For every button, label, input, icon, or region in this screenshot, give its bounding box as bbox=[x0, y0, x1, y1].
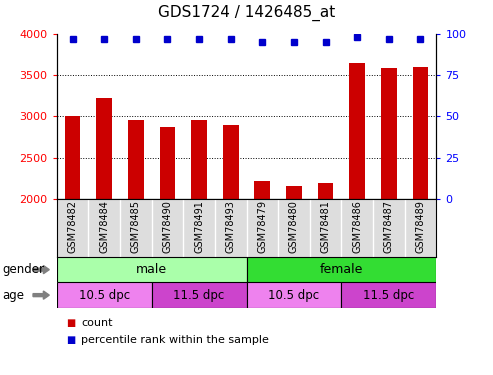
Bar bbox=[128, 120, 143, 199]
Text: GSM78486: GSM78486 bbox=[352, 201, 362, 254]
Bar bbox=[191, 120, 207, 199]
Bar bbox=[254, 181, 270, 199]
Text: age: age bbox=[2, 289, 25, 302]
Bar bbox=[57, 282, 152, 308]
Text: GSM78484: GSM78484 bbox=[99, 201, 109, 254]
Bar bbox=[246, 282, 341, 308]
Bar bbox=[96, 98, 112, 199]
Text: 10.5 dpc: 10.5 dpc bbox=[78, 289, 130, 302]
Bar bbox=[223, 125, 239, 199]
Text: GSM78487: GSM78487 bbox=[384, 201, 394, 254]
Bar bbox=[57, 257, 246, 282]
Bar bbox=[350, 63, 365, 199]
Bar bbox=[152, 282, 246, 308]
Text: GSM78479: GSM78479 bbox=[257, 201, 267, 254]
Text: GDS1724 / 1426485_at: GDS1724 / 1426485_at bbox=[158, 5, 335, 21]
Text: GSM78489: GSM78489 bbox=[416, 201, 425, 254]
Bar bbox=[286, 186, 302, 199]
Bar bbox=[317, 183, 333, 199]
Bar bbox=[65, 116, 80, 199]
Text: 11.5 dpc: 11.5 dpc bbox=[363, 289, 415, 302]
Text: GSM78482: GSM78482 bbox=[68, 201, 77, 254]
Text: GSM78490: GSM78490 bbox=[162, 201, 173, 254]
Text: GSM78491: GSM78491 bbox=[194, 201, 204, 254]
Text: GSM78485: GSM78485 bbox=[131, 201, 141, 254]
Text: female: female bbox=[320, 263, 363, 276]
Text: 10.5 dpc: 10.5 dpc bbox=[268, 289, 319, 302]
Text: GSM78480: GSM78480 bbox=[289, 201, 299, 254]
Text: gender: gender bbox=[2, 263, 44, 276]
Text: 11.5 dpc: 11.5 dpc bbox=[174, 289, 225, 302]
Text: ■: ■ bbox=[67, 318, 76, 328]
Text: GSM78481: GSM78481 bbox=[320, 201, 331, 254]
Text: ■: ■ bbox=[67, 335, 76, 345]
Bar bbox=[413, 67, 428, 199]
Bar bbox=[381, 68, 397, 199]
Text: male: male bbox=[136, 263, 167, 276]
Bar bbox=[341, 282, 436, 308]
Bar bbox=[246, 257, 436, 282]
Text: GSM78493: GSM78493 bbox=[226, 201, 236, 254]
Bar bbox=[160, 127, 176, 199]
Text: count: count bbox=[81, 318, 113, 328]
Text: percentile rank within the sample: percentile rank within the sample bbox=[81, 335, 269, 345]
